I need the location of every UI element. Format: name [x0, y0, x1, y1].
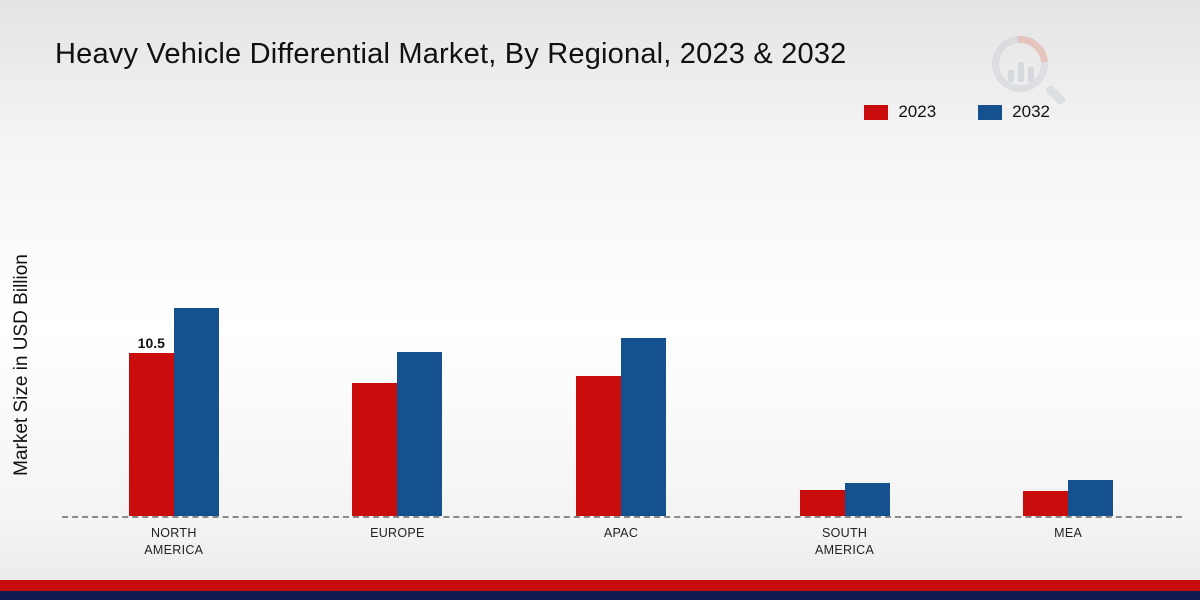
legend-swatch-2032: [978, 104, 1003, 120]
bar-column: [352, 296, 398, 516]
bar-column: [844, 296, 890, 516]
category-label: EUROPE: [370, 526, 425, 540]
x-axis-baseline: [62, 516, 1182, 518]
category-label: APAC: [603, 526, 639, 540]
bar-2023-mea: [1023, 491, 1069, 516]
legend-item-2032: 2032: [978, 102, 1050, 122]
bar-column: [397, 296, 443, 516]
bar-column: [1068, 296, 1114, 516]
bar-2023-south-america: [799, 490, 845, 516]
plot-area: 10.5 NORTH AMERICA EUROPE APAC SOUTH AMERICA…: [62, 296, 1180, 557]
category-label: NORTH AMERICA: [144, 526, 204, 557]
bar-2032-north-america: [173, 308, 219, 516]
bar-column: [575, 296, 621, 516]
bar-2023-north-america: [128, 353, 174, 516]
bar-group-south-america: SOUTH AMERICA: [799, 296, 890, 557]
bar-group-north-america: 10.5 NORTH AMERICA: [128, 296, 219, 557]
bar-column: [1023, 296, 1069, 516]
bar-2023-apac: [575, 376, 621, 516]
legend-label: 2023: [898, 102, 937, 121]
legend-item-2023: 2023: [864, 102, 936, 122]
bar-group-apac: APAC: [575, 296, 666, 540]
bar-2032-south-america: [844, 483, 890, 516]
chart-title: Heavy Vehicle Differential Market, By Re…: [55, 38, 847, 70]
bar-2032-mea: [1068, 480, 1114, 516]
logo-bars-icon: [1008, 58, 1034, 82]
bar-2032-europe: [397, 352, 443, 516]
bar-column: [799, 296, 845, 516]
footer-navy-strip: [0, 591, 1200, 600]
bar-2023-europe: [352, 383, 398, 516]
footer-red-strip: [0, 580, 1200, 591]
legend-label: 2032: [1012, 102, 1050, 121]
value-label: 10.5: [137, 335, 165, 351]
legend-swatch-2023: [864, 104, 889, 120]
category-label: MEA: [1054, 526, 1083, 540]
y-axis-label: Market Size in USD Billion: [11, 254, 32, 476]
bar-group-mea: MEA: [1023, 296, 1114, 540]
bar-column: [620, 296, 666, 516]
category-label: SOUTH AMERICA: [815, 526, 875, 557]
bar-column: 10.5: [128, 296, 174, 516]
bar-2032-apac: [620, 338, 666, 516]
bar-group-europe: EUROPE: [352, 296, 443, 540]
legend: 2023 2032: [864, 102, 1050, 122]
bar-column: [173, 296, 219, 516]
magnifier-icon: [992, 36, 1048, 92]
brand-logo: [980, 24, 1067, 108]
